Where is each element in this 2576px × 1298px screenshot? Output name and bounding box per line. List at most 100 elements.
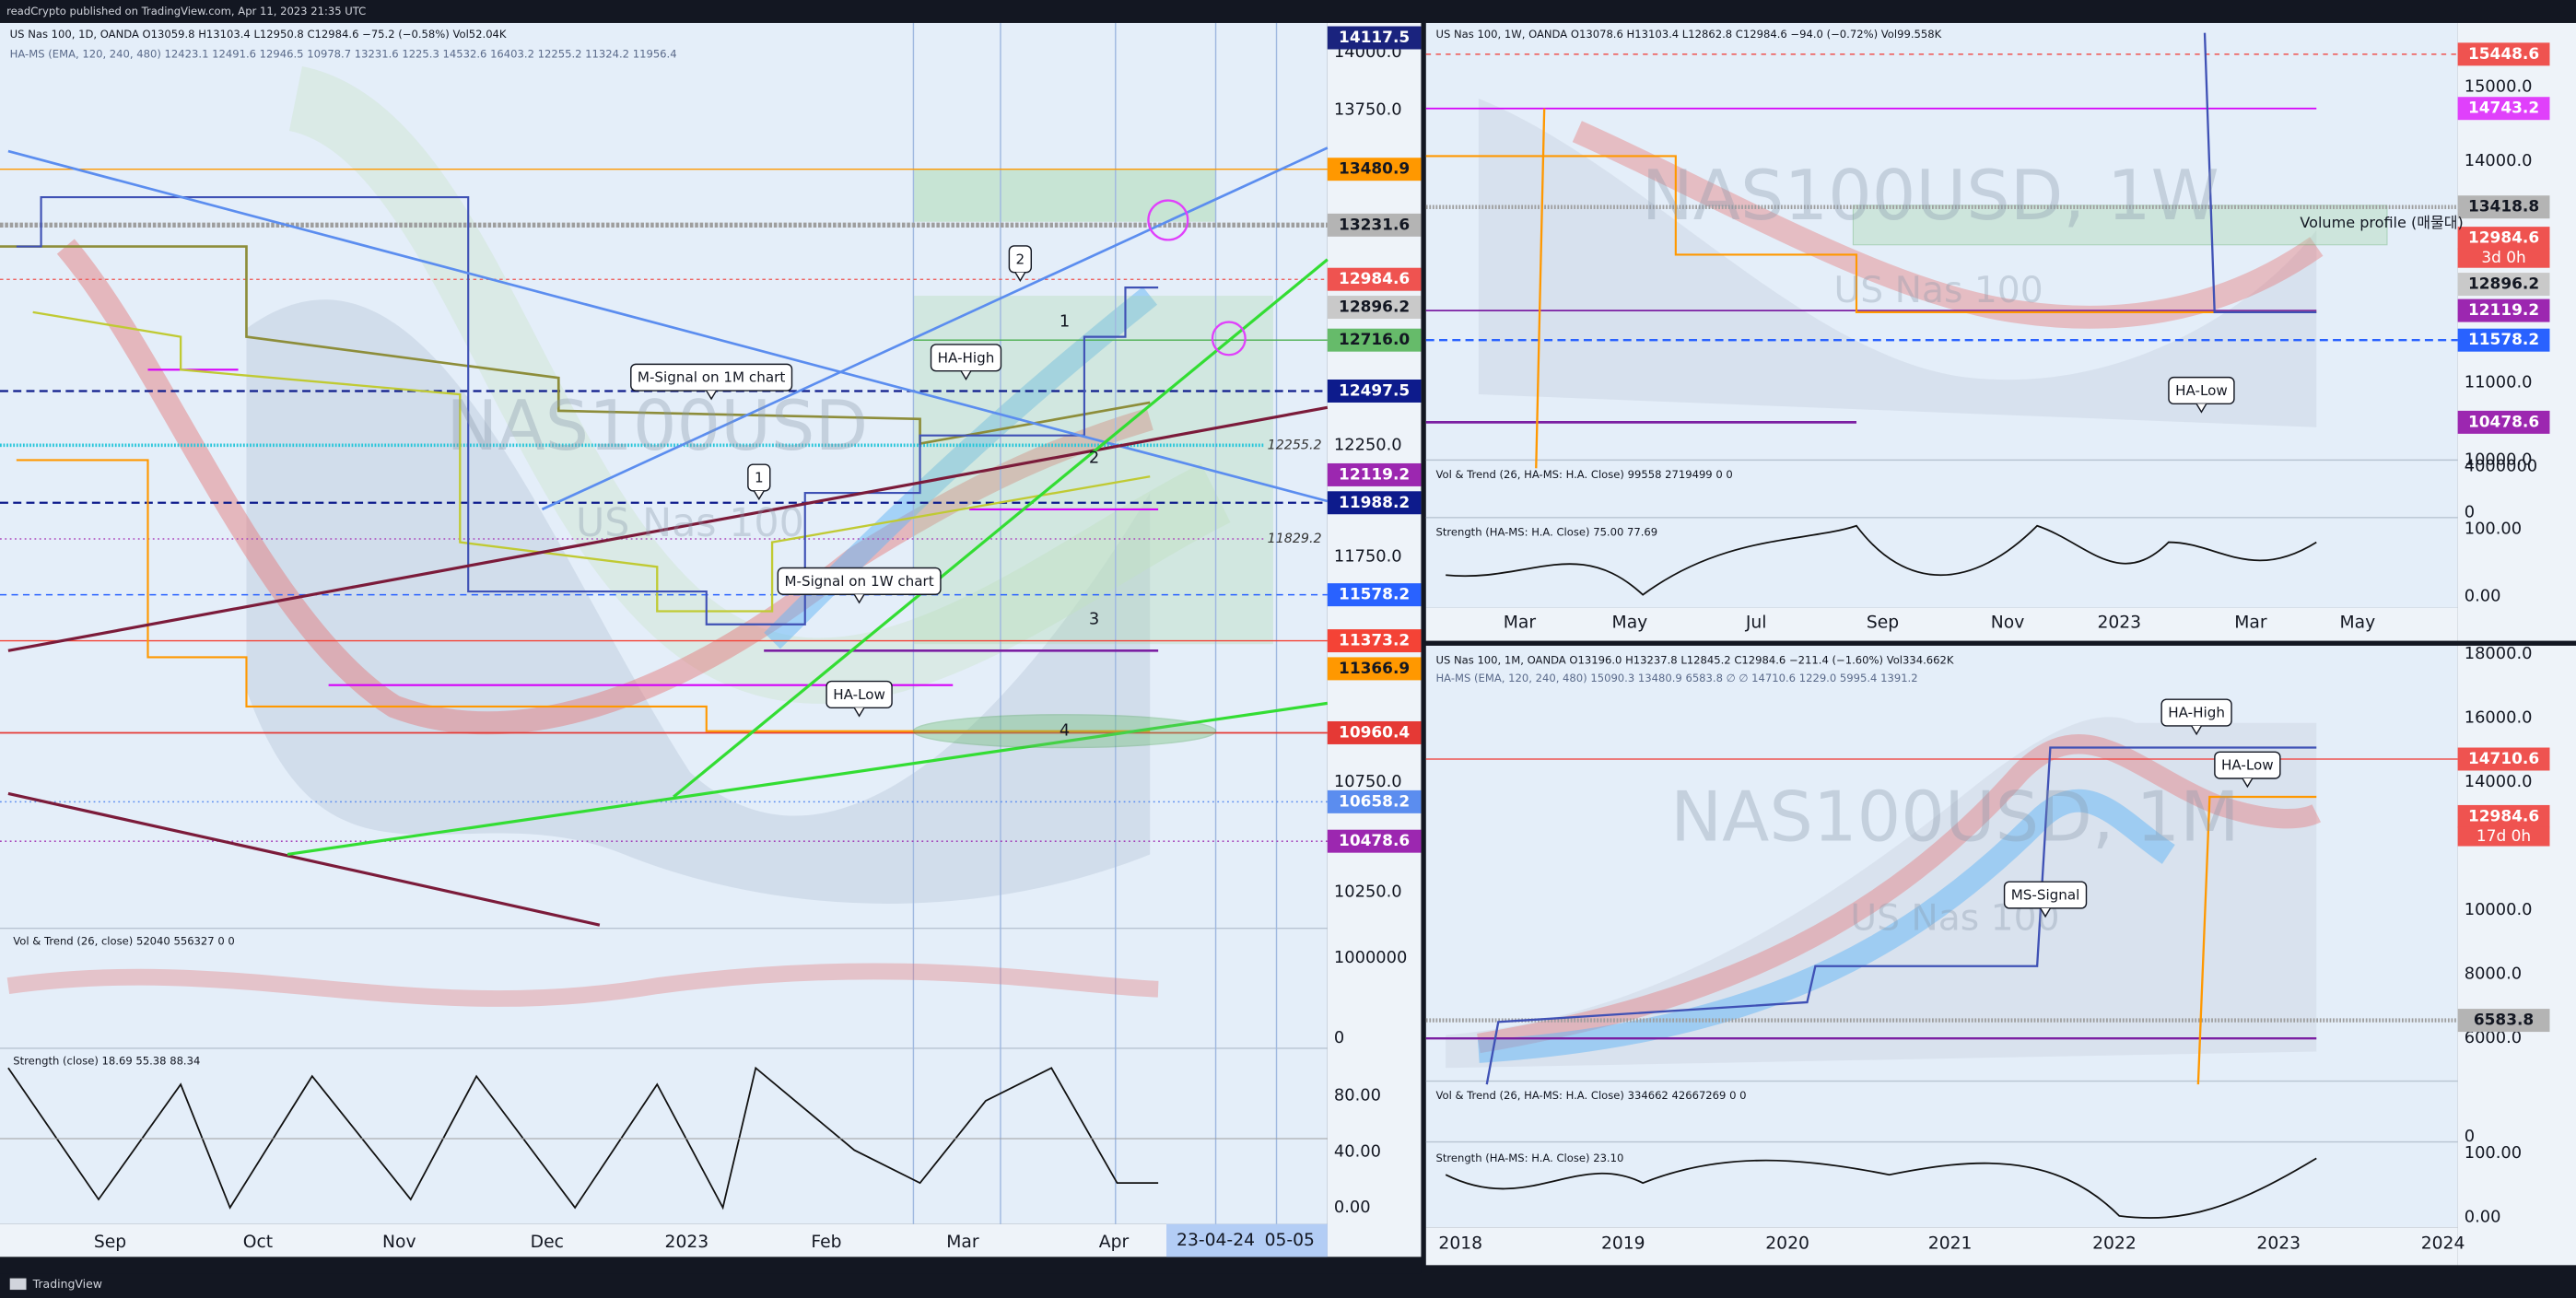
watermark: NAS100USD, 1M [1670, 776, 2240, 857]
countdown-bg [2457, 248, 2550, 268]
price-tag [1327, 213, 1422, 237]
callout-pointer [2195, 403, 2207, 414]
volume-axis-label: 0 [2465, 1127, 2475, 1146]
time-axis-label: 2023 [665, 1233, 709, 1252]
time-axis-label: Nov [382, 1233, 416, 1252]
callout-pointer [960, 370, 972, 380]
price-tag [1327, 462, 1422, 486]
price-tag [1327, 296, 1422, 320]
price-tag [2457, 273, 2550, 297]
price-tag-label: 10478.6 [2468, 412, 2539, 430]
strength-axis-label: 100.00 [2465, 519, 2522, 538]
volume-legend: Vol & Trend (26, close) 52040 556327 0 0 [13, 934, 234, 947]
price-axis-label: 11000.0 [2465, 373, 2533, 392]
price-tag [1327, 267, 1422, 291]
price-tag [2457, 410, 2550, 434]
callout: MS-Signal [2011, 887, 2080, 904]
price-tag [1327, 829, 1422, 853]
br-drawings [1425, 717, 2458, 1219]
time-axis-label: Apr [1099, 1233, 1130, 1252]
callout-pointer [2242, 778, 2254, 789]
tr-time-axis-bg [1425, 607, 2458, 641]
time-axis-label: 2024 [2421, 1234, 2465, 1254]
left-drawings [0, 22, 1329, 1224]
callout: HA-High [938, 349, 995, 366]
callout: M-Signal on 1M chart [638, 369, 785, 386]
strength-axis-label: 40.00 [1334, 1141, 1381, 1161]
price-axis-label: 10750.0 [1334, 772, 1402, 791]
annotation: 1 [1060, 312, 1070, 332]
price-tag-label: 11366.9 [1339, 659, 1410, 677]
footer: TradingView [32, 1277, 102, 1291]
price-tag [2457, 97, 2550, 121]
price-tag-label: 12896.2 [1339, 298, 1410, 316]
time-axis-label: 2022 [2092, 1234, 2137, 1254]
time-axis-label: Sep [1867, 613, 1899, 632]
time-axis-label: Oct [243, 1233, 273, 1252]
strength-legend: Strength (HA-MS: H.A. Close) 75.00 77.69 [1435, 525, 1657, 538]
time-axis-label: 2019 [1601, 1234, 1645, 1254]
time-axis-label: Mar [1504, 613, 1537, 632]
time-axis-label: Mar [946, 1233, 979, 1252]
tr-drawings [1425, 32, 2458, 596]
price-tag [1327, 26, 1422, 50]
countdown-bg [2457, 826, 2550, 847]
callout: 2 [1016, 251, 1025, 267]
time-axis-label: Jul [1745, 613, 1767, 632]
price-axis-label: 16000.0 [2465, 707, 2533, 727]
price-tag [1327, 379, 1422, 403]
time-axis-label: 2021 [1928, 1234, 1973, 1254]
price-tag [2457, 42, 2550, 66]
price-tag-label: 6583.8 [2474, 1011, 2534, 1029]
annotation: Volume profile (매물대) [2300, 214, 2463, 231]
callout: HA-Low [2175, 382, 2228, 399]
separators [0, 459, 2458, 1143]
price-tag-label: 11578.2 [2468, 330, 2539, 348]
strength-legend: Strength (close) 18.69 55.38 88.34 [13, 1055, 200, 1068]
callout-box [2160, 698, 2232, 727]
price-tag-label: 12984.6 [1339, 269, 1410, 287]
callout: M-Signal on 1W chart [784, 573, 933, 590]
price-tag-label: 13418.8 [2468, 197, 2539, 216]
cursor-date: 05-05 [1265, 1231, 1315, 1250]
price-tag-label: 12497.5 [1339, 380, 1410, 399]
callout-pointer [853, 593, 865, 604]
strength-axis-label: 0.00 [1334, 1198, 1371, 1217]
price-tag [1327, 657, 1422, 681]
countdown: 17d 0h [2476, 826, 2531, 845]
time-axis-label: May [2339, 613, 2375, 632]
price-tag [1327, 158, 1422, 181]
footer-logo [9, 1278, 27, 1291]
strength-axis-label: 100.00 [2465, 1143, 2522, 1163]
price-tag [2457, 195, 2550, 219]
price-tag [1327, 789, 1422, 813]
br-price-axis-bg [2457, 645, 2576, 1266]
price-tag-label: 11578.2 [1339, 585, 1410, 603]
price-tag-label: 10960.4 [1339, 722, 1410, 741]
watermark: NAS100USD, 1W [1642, 155, 2219, 236]
price-axis-label: 10000.0 [2465, 900, 2533, 919]
legend: US Nas 100, 1M, OANDA O13196.0 H13237.8 … [1435, 653, 1953, 666]
volume-legend: Vol & Trend (26, HA-MS: H.A. Close) 9955… [1435, 468, 1732, 481]
time-axis-label: Dec [531, 1233, 564, 1252]
price-axis-label: 14000.0 [2465, 151, 2533, 170]
header: readCrypto published on TradingView.com,… [6, 5, 366, 18]
price-tag [1327, 328, 1422, 352]
price-tag-label: 11373.2 [1339, 631, 1410, 649]
price-tag-label: 12716.0 [1339, 330, 1410, 348]
annotation: 12255.2 [1268, 438, 1322, 452]
legend: HA-MS (EMA, 120, 240, 480) 15090.3 13480… [1435, 672, 1917, 684]
strength-axis-label: 0.00 [2465, 1208, 2501, 1227]
annotation: 11829.2 [1268, 532, 1322, 546]
price-tag-label: 13231.6 [1339, 215, 1410, 233]
watermark: US Nas 100 [576, 500, 804, 546]
price-tag [1327, 491, 1422, 515]
time-axis-label: Sep [94, 1233, 126, 1252]
annotation: 4 [1060, 721, 1070, 741]
time-axis-label: Feb [811, 1233, 841, 1252]
price-tag [1327, 583, 1422, 607]
price-tag-label: 12119.2 [2468, 300, 2539, 319]
price-tag-label: 12984.6 [2468, 806, 2539, 824]
